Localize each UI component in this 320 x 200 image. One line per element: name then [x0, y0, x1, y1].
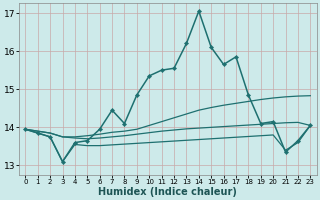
- X-axis label: Humidex (Indice chaleur): Humidex (Indice chaleur): [98, 187, 237, 197]
